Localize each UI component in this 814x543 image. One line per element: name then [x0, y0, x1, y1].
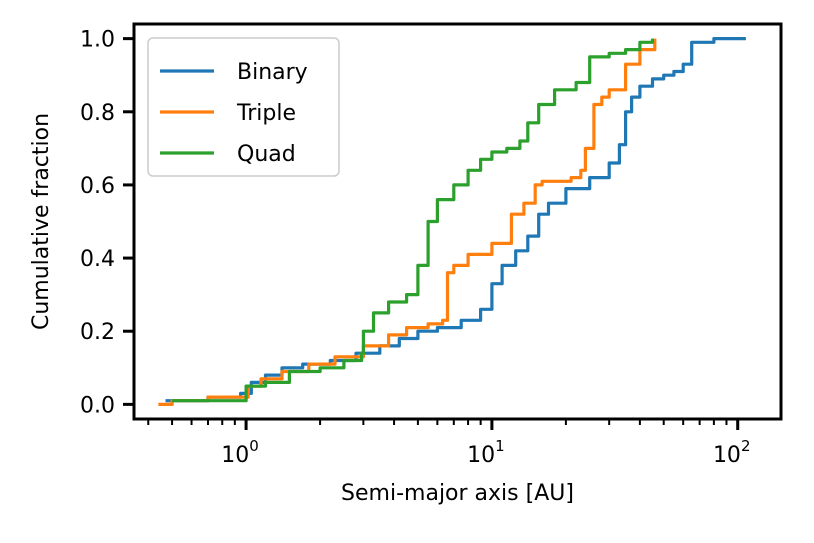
- legend-label-quad: Quad: [237, 142, 296, 167]
- legend-label-triple: Triple: [236, 101, 296, 126]
- legend: Binary Triple Quad: [147, 37, 340, 177]
- plot-frame: [132, 22, 783, 421]
- x-tick-label: 101: [467, 437, 505, 468]
- legend-label-binary: Binary: [237, 60, 308, 85]
- series-layer: [158, 37, 746, 406]
- y-axis-label: Cumulative fraction: [29, 113, 54, 330]
- y-tick-label: 0.6: [80, 174, 115, 199]
- y-tick-label: 0.2: [80, 320, 115, 345]
- x-axis-label: Semi-major axis [AU]: [341, 481, 574, 506]
- x-tick-label: 100: [221, 437, 259, 468]
- y-tick-label: 0.0: [80, 393, 115, 418]
- y-tick-label: 1.0: [80, 28, 115, 53]
- y-tick-label: 0.8: [80, 101, 115, 126]
- x-tick-label: 102: [713, 437, 751, 468]
- series-line-triple: [158, 38, 657, 406]
- y-tick-label: 0.4: [80, 247, 115, 272]
- series-line-quad: [172, 38, 655, 403]
